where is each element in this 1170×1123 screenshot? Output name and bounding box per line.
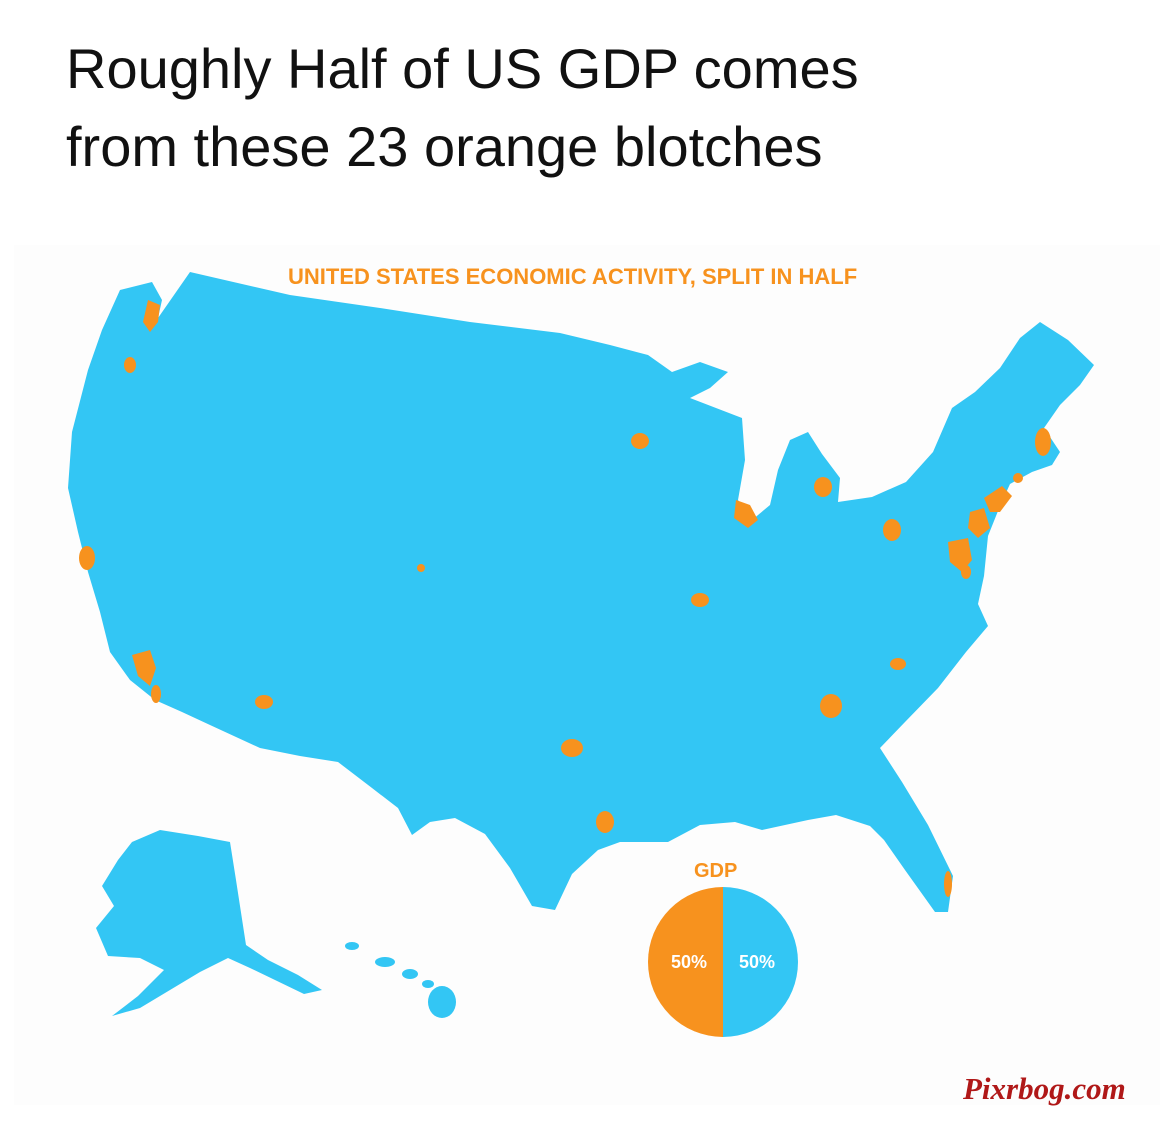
metro-detroit [814, 477, 832, 497]
metro-san-francisco [79, 546, 95, 570]
metro-new-york [984, 486, 1012, 512]
headline: Roughly Half of US GDP comes from these … [66, 30, 1126, 186]
metro-houston [596, 811, 614, 833]
pie-slice-orange-label: 50% [671, 952, 707, 972]
map-title: UNITED STATES ECONOMIC ACTIVITY, SPLIT I… [288, 264, 858, 289]
metro-dallas [561, 739, 583, 757]
metro-pittsburgh [883, 519, 901, 541]
metro-los-angeles [132, 650, 156, 686]
hawaii-islands [345, 942, 456, 1018]
headline-line-2: from these 23 orange blotches [66, 115, 823, 178]
metro-washington-dc [948, 538, 972, 572]
metro-san-diego [151, 685, 161, 703]
metro-atlanta [820, 694, 842, 718]
metro-philadelphia [968, 508, 990, 538]
metro-areas [79, 300, 1051, 897]
headline-line-1: Roughly Half of US GDP comes [66, 37, 859, 100]
metro-baltimore [961, 565, 971, 579]
metro-minneapolis [631, 433, 649, 449]
metro-miami [944, 871, 952, 897]
alaska-landmass [96, 830, 322, 1016]
metro-seattle [143, 300, 160, 332]
metro-st-louis [691, 593, 709, 607]
metro-denver [417, 564, 425, 572]
metro-boston [1035, 428, 1051, 456]
metro-portland [124, 357, 136, 373]
gdp-pie-chart: 50% 50% [648, 887, 798, 1037]
pie-chart-title: GDP [694, 860, 738, 882]
metro-phoenix [255, 695, 273, 709]
pie-slice-blue-label: 50% [739, 952, 775, 972]
watermark: Pixrbog.com [963, 1071, 1126, 1106]
pie-slice-blue [723, 887, 798, 1037]
metro-chicago [734, 500, 758, 528]
contiguous-us-landmass [68, 272, 1094, 912]
metro-hartford [1013, 473, 1023, 483]
pie-slice-orange [648, 887, 723, 1037]
metro-charlotte [890, 658, 906, 670]
